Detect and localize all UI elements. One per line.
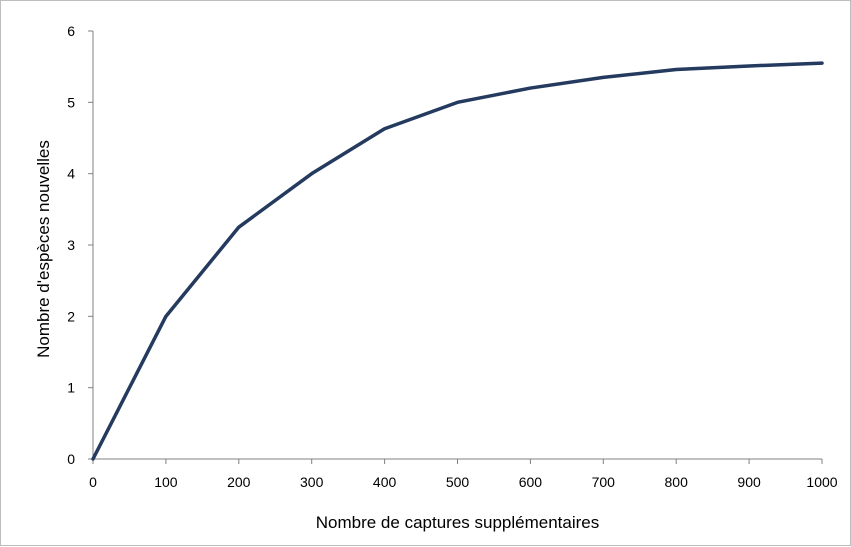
data-point — [164, 314, 168, 318]
data-point — [383, 127, 387, 131]
data-point — [674, 68, 678, 72]
series-line — [91, 61, 824, 461]
data-point — [747, 64, 751, 68]
data-point — [237, 225, 241, 229]
data-point — [820, 61, 824, 65]
data-point — [310, 172, 314, 176]
y-tick-label: 6 — [67, 23, 75, 39]
axes — [92, 31, 822, 460]
x-tick-label: 800 — [665, 474, 689, 490]
y-tick-label: 1 — [67, 380, 75, 396]
x-tick-label: 0 — [89, 474, 97, 490]
y-tick-label: 0 — [67, 451, 75, 467]
x-tick-label: 200 — [227, 474, 251, 490]
ticks: 0 1 2 3 4 5 6 0 100 200 300 400 500 600 700 800 900 1000 — [67, 23, 838, 490]
y-tick-label: 5 — [67, 94, 75, 110]
y-tick-label: 2 — [67, 308, 75, 324]
data-point — [456, 100, 459, 104]
x-tick-label: 500 — [446, 474, 470, 490]
x-tick-label: 100 — [154, 474, 178, 490]
x-tick-label: 600 — [519, 474, 543, 490]
y-tick-label: 4 — [67, 166, 75, 182]
series-layer — [91, 61, 824, 461]
x-axis-title: Nombre de captures supplémentaires — [316, 513, 599, 532]
x-tick-label: 400 — [373, 474, 397, 490]
x-tick-label: 700 — [592, 474, 616, 490]
y-axis-title: Nombre d'espèces nouvelles — [34, 140, 53, 358]
x-tick-label: 300 — [300, 474, 324, 490]
y-tick-label: 3 — [67, 237, 75, 253]
x-tick-label: 1000 — [806, 474, 837, 490]
data-point — [528, 86, 532, 90]
data-point — [91, 457, 95, 461]
x-tick-label: 900 — [737, 474, 761, 490]
data-point — [601, 75, 605, 79]
